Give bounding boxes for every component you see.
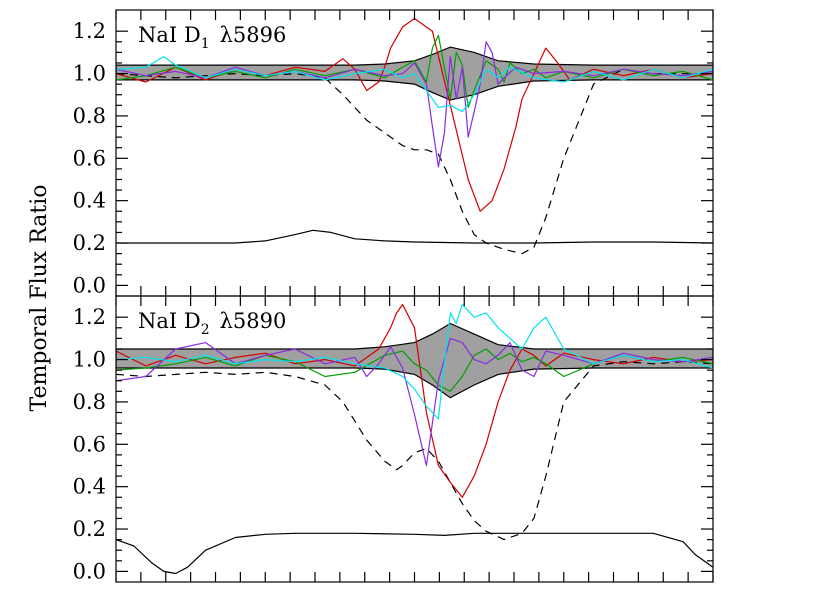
- plot-frame: [115, 9, 714, 297]
- panel-title: NaI D1 λ5896: [138, 23, 286, 52]
- series-line-0: [116, 68, 713, 255]
- series-line-4: [116, 337, 713, 467]
- y-tick-label: 0.6: [73, 432, 106, 456]
- x-ticks: [115, 296, 714, 582]
- y-tick-label: 0.2: [73, 231, 106, 255]
- y-tick-label: 0.0: [73, 559, 106, 583]
- envelope-band: [116, 322, 713, 399]
- series-line-1: [116, 532, 713, 575]
- y-tick-label: 1.2: [73, 305, 106, 329]
- plot-area: [116, 303, 713, 575]
- y-ticks: [116, 30, 713, 287]
- y-tick-label: 0.2: [73, 517, 106, 541]
- plot-area: [116, 17, 713, 255]
- x-ticks: [115, 10, 714, 296]
- series-line-1: [116, 229, 713, 244]
- panel-title: NaI D2 λ5890: [138, 309, 286, 338]
- series-line-0: [116, 361, 713, 541]
- panel-d2: 0.0 0.2 0.4 0.6 0.8 1.0 1.2 NaI D2 λ5890: [73, 295, 714, 583]
- y-axis-label: Temporal Flux Ratio: [27, 184, 52, 411]
- y-tick-label: 0.8: [73, 390, 106, 414]
- y-ticks: [116, 316, 713, 573]
- y-tick-label: 0.4: [73, 475, 106, 499]
- series-line-2: [116, 17, 713, 212]
- series-line-2: [116, 303, 713, 498]
- series-line-5: [116, 55, 713, 113]
- y-tick-label: 0.0: [73, 273, 106, 297]
- y-tick-label: 0.8: [73, 104, 106, 128]
- y-tick-label: 1.0: [73, 348, 106, 372]
- y-tick-label: 1.0: [73, 62, 106, 86]
- panel-d1: 0.0 0.2 0.4 0.6 0.8 1.0 1.2 NaI D1 λ5896: [73, 9, 714, 297]
- y-tick-label: 0.6: [73, 146, 106, 170]
- series-line-5: [116, 303, 713, 420]
- y-tick-label: 1.2: [73, 19, 106, 43]
- plot-frame: [115, 295, 714, 583]
- series-line-3: [116, 348, 713, 392]
- y-tick-label: 0.4: [73, 189, 106, 213]
